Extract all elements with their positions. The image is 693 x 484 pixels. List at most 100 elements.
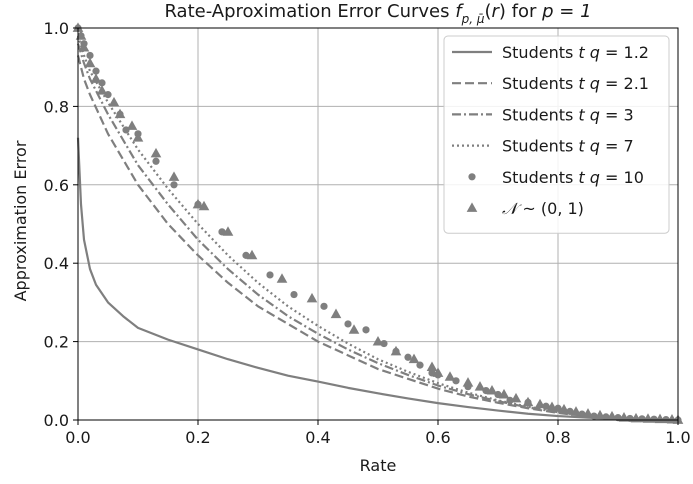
data-point: [78, 42, 90, 52]
legend-label-value: = 3: [600, 105, 634, 124]
series-line: [76, 35, 679, 422]
data-point: [474, 381, 486, 391]
legend-label-prefix: Students: [502, 105, 578, 124]
series-4: [76, 35, 679, 422]
data-point: [222, 226, 234, 236]
legend-label-value: = 2.1: [600, 74, 649, 93]
legend-label: 𝒩 ~ (0, 1): [502, 199, 584, 218]
data-point: [168, 171, 180, 181]
data-point: [510, 392, 522, 403]
legend-label-var: t: [578, 74, 585, 93]
legend-item: Students t q = 1.2: [452, 43, 649, 62]
data-point: [192, 198, 204, 209]
data-point: [594, 409, 606, 420]
x-tick-label: 0.2: [185, 428, 210, 447]
data-point: [246, 249, 258, 260]
legend-label-value: = 10: [600, 168, 644, 187]
data-point: [72, 22, 84, 32]
legend-marker: [468, 173, 476, 181]
data-point: [534, 398, 546, 409]
title-condition: p = 1: [541, 1, 591, 22]
x-tick-label: 1.0: [665, 428, 690, 447]
data-point: [114, 108, 126, 119]
title-suffix: for: [506, 1, 542, 22]
data-point: [198, 200, 210, 211]
legend-label-var: t: [578, 43, 585, 62]
data-point: [306, 292, 318, 303]
y-tick-label: 0.2: [44, 333, 69, 352]
y-tick-label: 0.4: [44, 254, 69, 273]
legend-box: [443, 35, 670, 234]
data-point: [432, 367, 444, 377]
data-point: [426, 361, 438, 371]
legend-label: Students t q = 1.2: [502, 43, 649, 62]
legend-label-symbol: 𝒩: [502, 199, 522, 218]
legend-label-q: q: [585, 105, 600, 124]
legend-label-q: q: [585, 168, 600, 187]
series-2: [76, 55, 679, 422]
legend-item: Students t q = 10: [468, 168, 644, 187]
plot-frame: [77, 27, 679, 421]
series-line: [76, 55, 679, 422]
data-point: [126, 120, 138, 130]
data-point: [558, 403, 570, 414]
data-point: [170, 181, 178, 189]
legend-label-prefix: Students: [502, 74, 578, 93]
x-tick-label: 0.0: [65, 428, 90, 447]
data-point: [618, 412, 630, 422]
legend-label-var: t: [578, 168, 585, 187]
data-point: [498, 388, 510, 399]
data-point: [348, 324, 360, 334]
ticks: 0.0 0.2 0.4 0.6 0.8 1.0 0.0 0.2 0.4 0.6 0.8 1.0: [44, 19, 691, 447]
data-point: [428, 369, 436, 377]
legend-item: 𝒩 ~ (0, 1): [466, 199, 584, 218]
data-point: [108, 96, 120, 107]
data-point: [546, 401, 558, 411]
legend-label-q: q: [585, 74, 600, 93]
legend-label-q: q: [585, 137, 600, 156]
x-tick-label: 0.8: [545, 428, 570, 447]
data-point: [242, 251, 250, 259]
data-point: [330, 308, 342, 319]
data-point: [444, 371, 456, 381]
data-point: [390, 345, 402, 356]
data-point: [462, 377, 474, 387]
data-point: [92, 67, 100, 75]
data-point: [90, 73, 102, 83]
data-point: [96, 85, 108, 95]
data-point: [522, 396, 534, 407]
data-point: [320, 302, 328, 310]
data-point: [150, 147, 162, 158]
legend-label-prefix: Students: [502, 137, 578, 156]
legend-label: Students t q = 2.1: [502, 74, 649, 93]
legend-label: Students t q = 7: [502, 137, 634, 156]
x-axis-label: Rate: [360, 456, 397, 475]
legend-item: Students t q = 2.1: [452, 74, 649, 93]
series-line: [76, 137, 679, 422]
data-point: [132, 132, 144, 142]
data-point: [408, 353, 420, 364]
title-prefix: Rate-Aproximation Error Curves: [164, 1, 455, 22]
data-point: [416, 361, 424, 369]
y-tick-label: 0.0: [44, 411, 69, 430]
data-point: [290, 290, 298, 299]
legend-label-q: q: [585, 43, 600, 62]
legend-item: Students t q = 3: [452, 105, 634, 124]
legend-marker: [466, 202, 478, 212]
legend-label-prefix: Students: [502, 43, 578, 62]
legend-label-rest: ~ (0, 1): [517, 199, 584, 218]
data-point: [84, 57, 96, 68]
chart-title: Rate-Aproximation Error Curves fp, μ̄(r)…: [164, 1, 591, 26]
legend-label: Students t q = 3: [502, 105, 634, 124]
data-point: [266, 271, 274, 279]
data-point: [218, 228, 226, 236]
legend-label-prefix: Students: [502, 168, 578, 187]
x-tick-label: 0.4: [305, 428, 330, 447]
plot-area-border: [77, 27, 679, 421]
legend-label-var: t: [578, 137, 585, 156]
legend-label-value: = 7: [600, 137, 634, 156]
data-point: [404, 353, 412, 361]
y-tick-label: 0.8: [44, 97, 69, 116]
data-point: [606, 410, 618, 421]
